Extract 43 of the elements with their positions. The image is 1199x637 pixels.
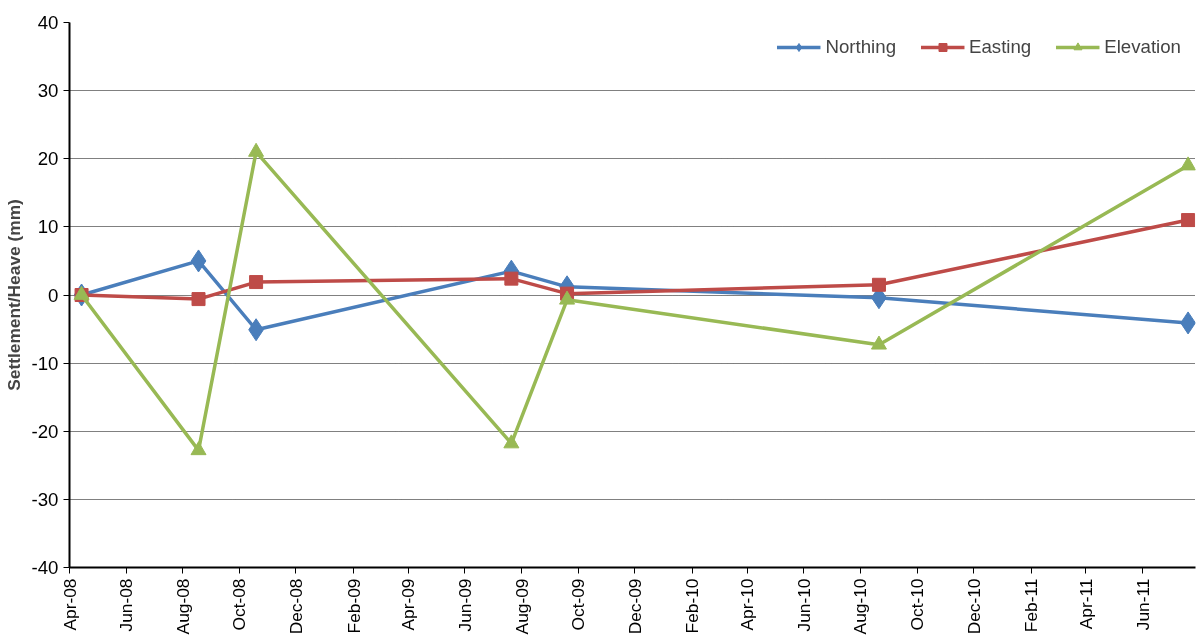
x-tick-label: Aug-08 [172, 578, 193, 635]
point [503, 434, 520, 449]
y-tick-label: -20 [31, 420, 59, 442]
y-tick-label: 30 [37, 80, 59, 102]
x-tick-label: Jun-10 [793, 578, 814, 632]
x-tick-label: Dec-08 [286, 578, 306, 635]
x-tick-label: Oct-08 [229, 578, 250, 631]
x-tick-label: Jun-11 [1132, 578, 1153, 631]
legend-label: Northing [825, 36, 897, 58]
x-tick-label: Aug-09 [511, 578, 532, 635]
point [504, 271, 519, 286]
x-tick-label: Dec-09 [624, 578, 645, 635]
x-tick-label: Apr-10 [737, 578, 758, 631]
y-tick-label: -30 [31, 488, 59, 510]
point [190, 441, 207, 456]
x-tick-label: Dec-10 [963, 578, 984, 635]
point [870, 335, 887, 350]
x-tick-label: Feb-09 [343, 578, 364, 634]
x-tick-label: Apr-08 [59, 578, 80, 631]
legend-label: Elevation [1104, 36, 1181, 58]
point [559, 290, 576, 305]
x-tick-label: Apr-09 [398, 578, 419, 631]
point [190, 249, 207, 273]
point [191, 292, 206, 307]
x-tick-label: Jun-08 [116, 578, 137, 632]
y-tick-label: -40 [31, 557, 59, 578]
x-tick-label: Oct-10 [907, 578, 928, 631]
y-tick-label: -10 [31, 352, 59, 374]
legend-label: Easting [969, 36, 1032, 58]
y-tick-label: 0 [48, 284, 59, 306]
x-tick-label: Oct-09 [568, 578, 589, 631]
point [1181, 213, 1196, 228]
y-tick-label: 10 [37, 216, 59, 238]
x-tick-label: Feb-10 [682, 578, 703, 634]
y-tick-label: 40 [37, 12, 59, 33]
y-tick-label: 20 [37, 148, 59, 170]
point [871, 277, 886, 292]
x-tick-label: Feb-11 [1021, 578, 1042, 633]
x-tick-label: Apr-11 [1075, 578, 1096, 630]
x-tick-label: Jun-09 [454, 578, 475, 632]
x-tick-label: Aug-10 [850, 578, 871, 635]
y-axis-title: Settlement/Heave (mm) [3, 199, 24, 391]
point [249, 275, 264, 290]
